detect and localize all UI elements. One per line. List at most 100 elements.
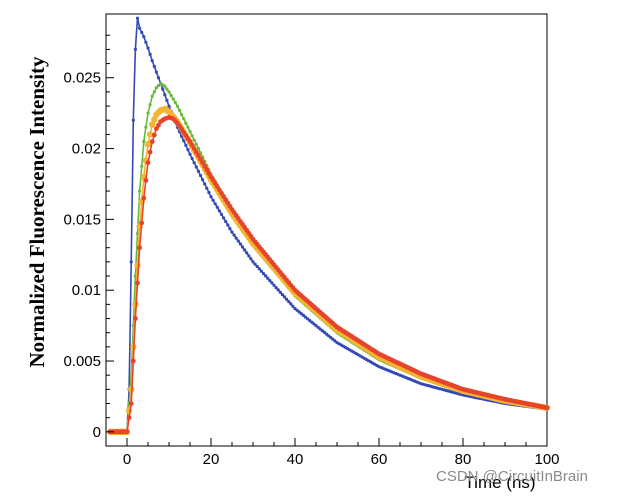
data-point (198, 156, 203, 162)
data-point (145, 160, 151, 166)
data-point (544, 405, 550, 411)
data-point (151, 116, 158, 123)
series-layer (107, 16, 551, 435)
data-point (142, 139, 146, 144)
data-point (139, 220, 145, 226)
data-point (209, 195, 213, 199)
data-point (138, 189, 142, 193)
data-point (165, 98, 169, 102)
data-point (180, 134, 184, 138)
series-line (110, 82, 548, 433)
data-point (140, 164, 144, 168)
data-point (154, 126, 159, 132)
data-point (224, 219, 228, 224)
data-point (266, 276, 270, 280)
data-point (135, 280, 140, 286)
data-point (196, 153, 201, 159)
data-point (264, 274, 268, 278)
data-point (202, 163, 208, 169)
data-point (151, 132, 157, 138)
data-point (167, 90, 171, 94)
data-point (261, 272, 266, 276)
data-point (192, 161, 196, 165)
y-axis-label: Normalized Fluorescence Intensity (25, 56, 49, 368)
data-point (194, 142, 198, 146)
data-point (149, 121, 156, 128)
data-point (291, 304, 295, 308)
data-point (182, 117, 186, 121)
x-tick-label: 100 (534, 451, 559, 468)
data-point (186, 148, 190, 152)
data-point (167, 104, 171, 108)
data-point (156, 122, 161, 128)
data-point (201, 178, 205, 182)
data-point (134, 262, 141, 269)
x-tick-label: 20 (203, 451, 220, 468)
data-point (243, 248, 247, 252)
data-point (150, 59, 154, 63)
data-point (143, 178, 149, 183)
data-point (130, 358, 136, 364)
data-point (278, 290, 282, 294)
series-line (110, 107, 548, 433)
data-point (148, 52, 152, 57)
data-point (196, 147, 200, 151)
x-tick-label: 40 (287, 451, 304, 468)
data-point (126, 415, 132, 421)
data-point (188, 152, 192, 156)
data-point (163, 84, 167, 88)
data-point (150, 94, 154, 98)
data-point (191, 146, 197, 152)
series-3 (107, 105, 551, 435)
data-point (270, 281, 274, 285)
watermark: CSDN @CircuitInBrain (436, 468, 588, 485)
data-point (133, 47, 137, 52)
data-point (186, 125, 190, 129)
data-point (149, 139, 155, 144)
x-axis-label: Time (ns) (464, 473, 535, 492)
series-4 (107, 115, 550, 435)
series-2 (108, 81, 549, 434)
data-point (133, 316, 138, 321)
data-point (222, 216, 226, 220)
data-point (211, 198, 215, 202)
x-tick-label: 0 (123, 451, 131, 468)
data-point (182, 139, 186, 143)
data-point (274, 286, 278, 290)
y-tick-label: 0.01 (72, 282, 101, 299)
data-point (140, 30, 144, 34)
data-point (232, 233, 236, 237)
data-point (161, 87, 165, 91)
data-point (135, 16, 140, 20)
data-point (147, 149, 153, 155)
data-point (257, 267, 261, 271)
y-tick-label: 0 (93, 424, 101, 441)
y-tick-label: 0.005 (63, 353, 101, 370)
data-point (205, 186, 209, 190)
data-point (177, 108, 182, 112)
data-point (247, 254, 251, 258)
plot-frame (105, 13, 548, 447)
data-point (272, 283, 276, 287)
data-point (148, 103, 152, 107)
x-tick-label: 60 (371, 451, 388, 468)
data-point (217, 209, 221, 213)
data-point (192, 138, 196, 142)
data-point (249, 257, 253, 261)
data-point (169, 93, 173, 97)
series-line (110, 18, 548, 433)
data-point (285, 297, 289, 301)
data-point (268, 279, 272, 283)
data-point (138, 26, 142, 30)
data-point (146, 46, 150, 50)
data-point (156, 83, 161, 88)
data-point (287, 300, 291, 304)
data-point (144, 40, 148, 44)
data-point (131, 118, 135, 122)
data-point (198, 173, 203, 178)
data-point (154, 86, 158, 90)
data-point (175, 104, 179, 108)
data-point (190, 156, 194, 161)
data-point (226, 223, 230, 227)
